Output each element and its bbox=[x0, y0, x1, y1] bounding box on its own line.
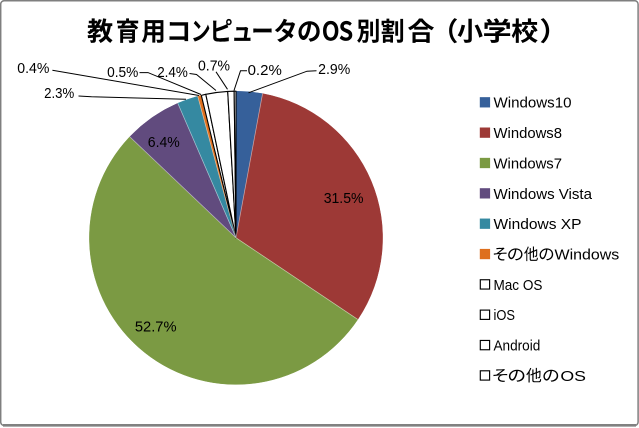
svg-text:52.7%: 52.7% bbox=[135, 318, 177, 335]
svg-text:Windows: Windows bbox=[555, 246, 620, 263]
svg-text:0.2%: 0.2% bbox=[248, 62, 282, 79]
svg-text:0.7%: 0.7% bbox=[198, 58, 230, 75]
svg-text:Windows10: Windows10 bbox=[494, 95, 572, 112]
svg-text:Windows Vista: Windows Vista bbox=[494, 186, 593, 203]
svg-text:Windows XP: Windows XP bbox=[494, 216, 582, 233]
svg-text:6.4%: 6.4% bbox=[148, 134, 180, 151]
svg-text:0.5%: 0.5% bbox=[107, 64, 138, 81]
svg-text:0.4%: 0.4% bbox=[17, 60, 49, 77]
svg-text:31.5%: 31.5% bbox=[324, 190, 364, 207]
svg-text:2.9%: 2.9% bbox=[318, 61, 350, 78]
svg-text:2.4%: 2.4% bbox=[157, 64, 188, 81]
svg-text:Mac OS: Mac OS bbox=[494, 277, 543, 294]
svg-text:2.3%: 2.3% bbox=[44, 85, 74, 102]
svg-text:Windows8: Windows8 bbox=[494, 125, 563, 142]
svg-text:OS: OS bbox=[560, 368, 586, 385]
svg-text:Windows7: Windows7 bbox=[494, 155, 563, 172]
svg-text:Android: Android bbox=[494, 338, 541, 355]
svg-text:iOS: iOS bbox=[494, 307, 516, 324]
